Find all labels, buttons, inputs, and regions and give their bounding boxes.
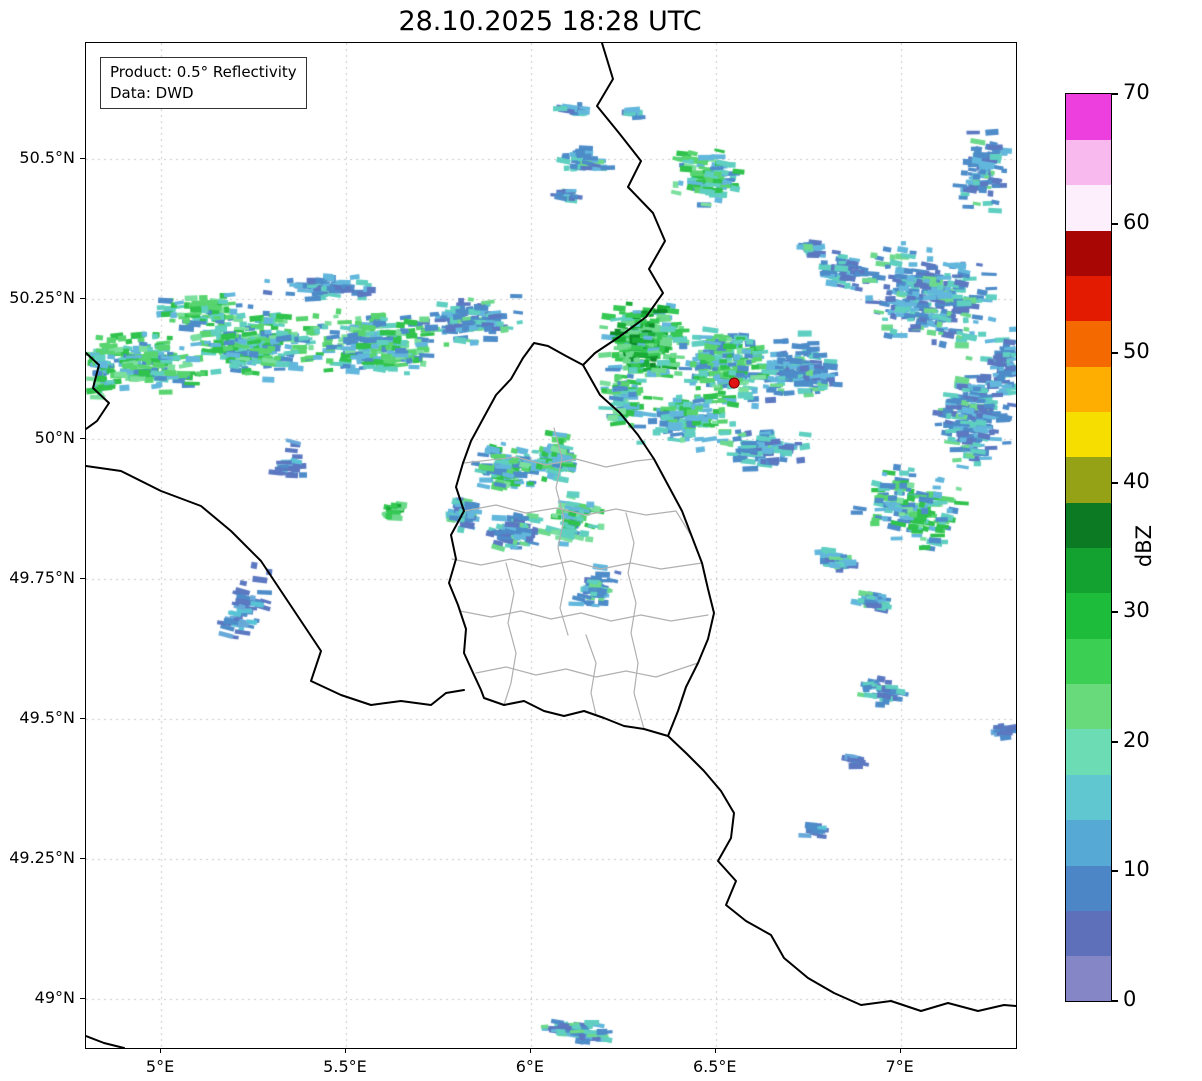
x-tick-mark	[529, 1048, 531, 1053]
colorbar-tick-mark	[1112, 611, 1118, 614]
country-border	[582, 43, 666, 366]
country-border	[86, 465, 465, 706]
colorbar-segment	[1066, 638, 1111, 685]
district-border	[459, 610, 709, 622]
map-borders-overlay	[86, 43, 1016, 1048]
colorbar-segment	[1066, 683, 1111, 730]
colorbar	[1065, 93, 1112, 1002]
annotation-box: Product: 0.5° Reflectivity Data: DWD	[100, 57, 307, 109]
colorbar-tick-mark	[1112, 481, 1118, 484]
figure-title: 28.10.2025 18:28 UTC	[398, 6, 702, 37]
colorbar-tick-label: 70	[1123, 80, 1150, 104]
colorbar-tick-mark	[1112, 740, 1118, 743]
country-border	[667, 735, 1016, 1012]
colorbar-tick-label: 50	[1123, 339, 1150, 364]
x-tick-mark	[899, 1048, 901, 1053]
country-border	[86, 1035, 125, 1048]
y-tick-mark	[80, 157, 85, 159]
colorbar-tick-mark	[1112, 352, 1118, 355]
colorbar-segment	[1066, 411, 1111, 458]
district-border	[625, 512, 645, 730]
country-border	[86, 352, 110, 430]
x-tick-label: 6°E	[515, 1057, 544, 1076]
colorbar-segment	[1066, 502, 1111, 549]
colorbar-tick-mark	[1112, 93, 1118, 95]
x-tick-label: 7°E	[885, 1057, 914, 1076]
y-tick-label: 49.25°N	[9, 848, 75, 868]
colorbar-tick-mark	[1112, 870, 1118, 873]
y-tick-mark	[80, 298, 85, 299]
colorbar-segment	[1066, 910, 1111, 957]
colorbar-tick-mark	[1112, 1000, 1118, 1002]
colorbar-segment	[1066, 819, 1111, 866]
x-tick-mark	[160, 1048, 162, 1053]
y-tick-mark	[80, 718, 85, 720]
colorbar-tick-label: 30	[1123, 598, 1150, 623]
colorbar-tick-mark	[1112, 222, 1118, 225]
x-tick-label: 5°E	[145, 1057, 175, 1076]
colorbar-segment	[1066, 864, 1111, 911]
colorbar-segment	[1066, 547, 1111, 594]
district-border	[463, 504, 693, 538]
y-tick-mark	[80, 998, 85, 1000]
colorbar-tick-label: 60	[1123, 209, 1150, 234]
country-border	[448, 342, 715, 737]
district-border	[463, 456, 655, 468]
district-border	[553, 427, 569, 636]
x-tick-label: 5.5°E	[323, 1057, 367, 1076]
y-tick-label: 50°N	[34, 428, 75, 448]
colorbar-segment	[1066, 320, 1111, 367]
radar-site-marker	[728, 377, 740, 389]
y-tick-label: 50.25°N	[9, 288, 75, 307]
colorbar-segment	[1066, 774, 1111, 821]
colorbar-segment	[1066, 366, 1111, 413]
colorbar-tick-label: 20	[1123, 727, 1150, 752]
colorbar-tick-label: 10	[1123, 857, 1150, 882]
district-border	[585, 634, 597, 716]
y-tick-mark	[80, 578, 85, 580]
colorbar-segment	[1066, 139, 1111, 186]
y-tick-label: 49°N	[34, 988, 75, 1008]
district-border	[451, 558, 703, 570]
colorbar-segment	[1066, 230, 1111, 276]
colorbar-segment	[1066, 728, 1111, 775]
colorbar-segment	[1066, 184, 1111, 231]
x-tick-mark	[344, 1048, 346, 1053]
colorbar-segment	[1066, 275, 1111, 322]
annotation-product: Product: 0.5° Reflectivity	[110, 63, 297, 81]
plot-area: Product: 0.5° Reflectivity Data: DWD	[85, 42, 1017, 1049]
colorbar-tick-label: 40	[1123, 468, 1150, 493]
colorbar-segment	[1066, 955, 1111, 1001]
y-tick-label: 49.5°N	[19, 708, 75, 728]
colorbar-tick-label: 0	[1123, 987, 1137, 1011]
y-tick-mark	[80, 858, 85, 860]
radar-echoes-canvas	[86, 43, 1016, 1048]
colorbar-segment	[1066, 592, 1111, 639]
colorbar-segment	[1066, 94, 1111, 140]
y-tick-mark	[80, 438, 85, 440]
district-border	[503, 562, 517, 706]
colorbar-label: dBZ	[1132, 524, 1156, 568]
colorbar-segment	[1066, 456, 1111, 503]
district-border	[475, 662, 699, 678]
y-tick-label: 49.75°N	[9, 568, 75, 588]
annotation-source: Data: DWD	[110, 84, 194, 102]
y-tick-label: 50.5°N	[19, 147, 75, 167]
x-tick-mark	[714, 1048, 716, 1053]
x-tick-label: 6.5°E	[692, 1057, 737, 1076]
